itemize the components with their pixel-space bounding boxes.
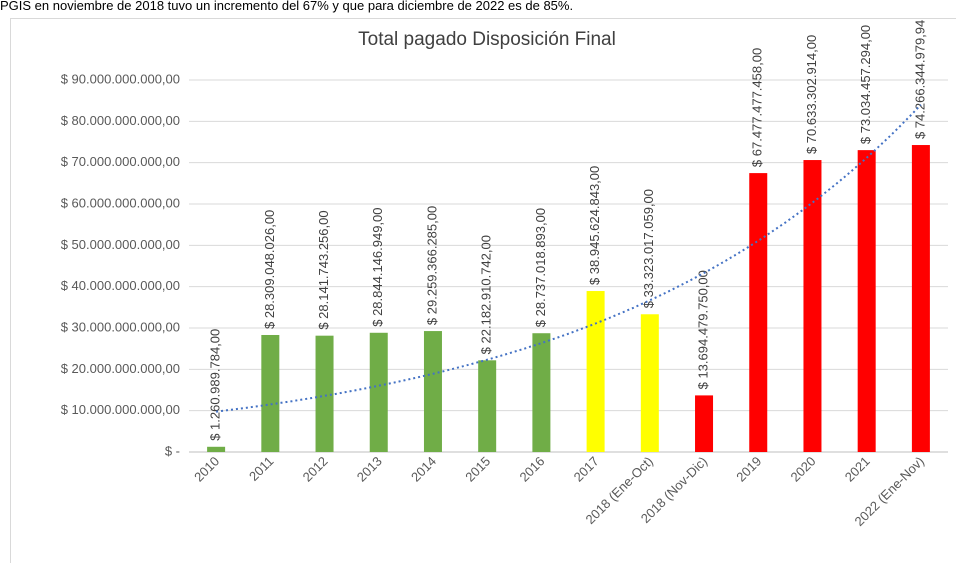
- bar: [803, 160, 821, 452]
- value-label: $ 28.737.018.893,00: [533, 208, 548, 327]
- bar: [858, 150, 876, 452]
- value-label: $ 67.477.477.458,00: [750, 48, 765, 167]
- value-label: $ 13.694.479.750,00: [695, 270, 710, 389]
- y-tick-label: $ 40.000.000.000,00: [61, 278, 180, 293]
- value-label: $ 22.182.910.742,00: [479, 235, 494, 354]
- y-tick-label: $ 70.000.000.000,00: [61, 154, 180, 169]
- bar: [424, 331, 442, 452]
- value-label: $ 74.266.344.979,94: [912, 20, 927, 139]
- y-tick-label: $ 20.000.000.000,00: [61, 361, 180, 376]
- value-label: $ 29.259.366.285,00: [424, 206, 439, 325]
- y-tick-label: $ 90.000.000.000,00: [61, 71, 180, 86]
- bar: [695, 395, 713, 452]
- value-label: $ 28.141.743.256,00: [316, 210, 331, 329]
- value-label: $ 70.633.302.914,00: [804, 35, 819, 154]
- bar: [641, 314, 659, 452]
- y-tick-label: $ 60.000.000.000,00: [61, 195, 180, 210]
- value-label: $ 28.309.048.026,00: [262, 210, 277, 329]
- y-tick-label: $ 30.000.000.000,00: [61, 319, 180, 334]
- value-label: $ 33.323.017.059,00: [641, 189, 656, 308]
- y-tick-label: $ 80.000.000.000,00: [61, 113, 180, 128]
- bar: [587, 291, 605, 452]
- value-label: $ 73.034.457.294,00: [858, 25, 873, 144]
- caption: PGIS en noviembre de 2018 tuvo un increm…: [0, 0, 573, 13]
- bar: [912, 145, 930, 452]
- value-label: $ 1.260.989.784,00: [208, 329, 223, 441]
- value-label: $ 28.844.146.949,00: [370, 207, 385, 326]
- bar: [207, 447, 225, 452]
- bar: [261, 335, 279, 452]
- bar: [478, 360, 496, 452]
- y-tick-label: $ 10.000.000.000,00: [61, 402, 180, 417]
- y-tick-label: $ 50.000.000.000,00: [61, 237, 180, 252]
- bar: [370, 333, 388, 452]
- chart-title: Total pagado Disposición Final: [358, 29, 616, 50]
- bar: [749, 173, 767, 452]
- bar: [532, 333, 550, 452]
- value-label: $ 38.945.624.843,00: [587, 166, 602, 285]
- y-tick-label: $ -: [165, 443, 180, 458]
